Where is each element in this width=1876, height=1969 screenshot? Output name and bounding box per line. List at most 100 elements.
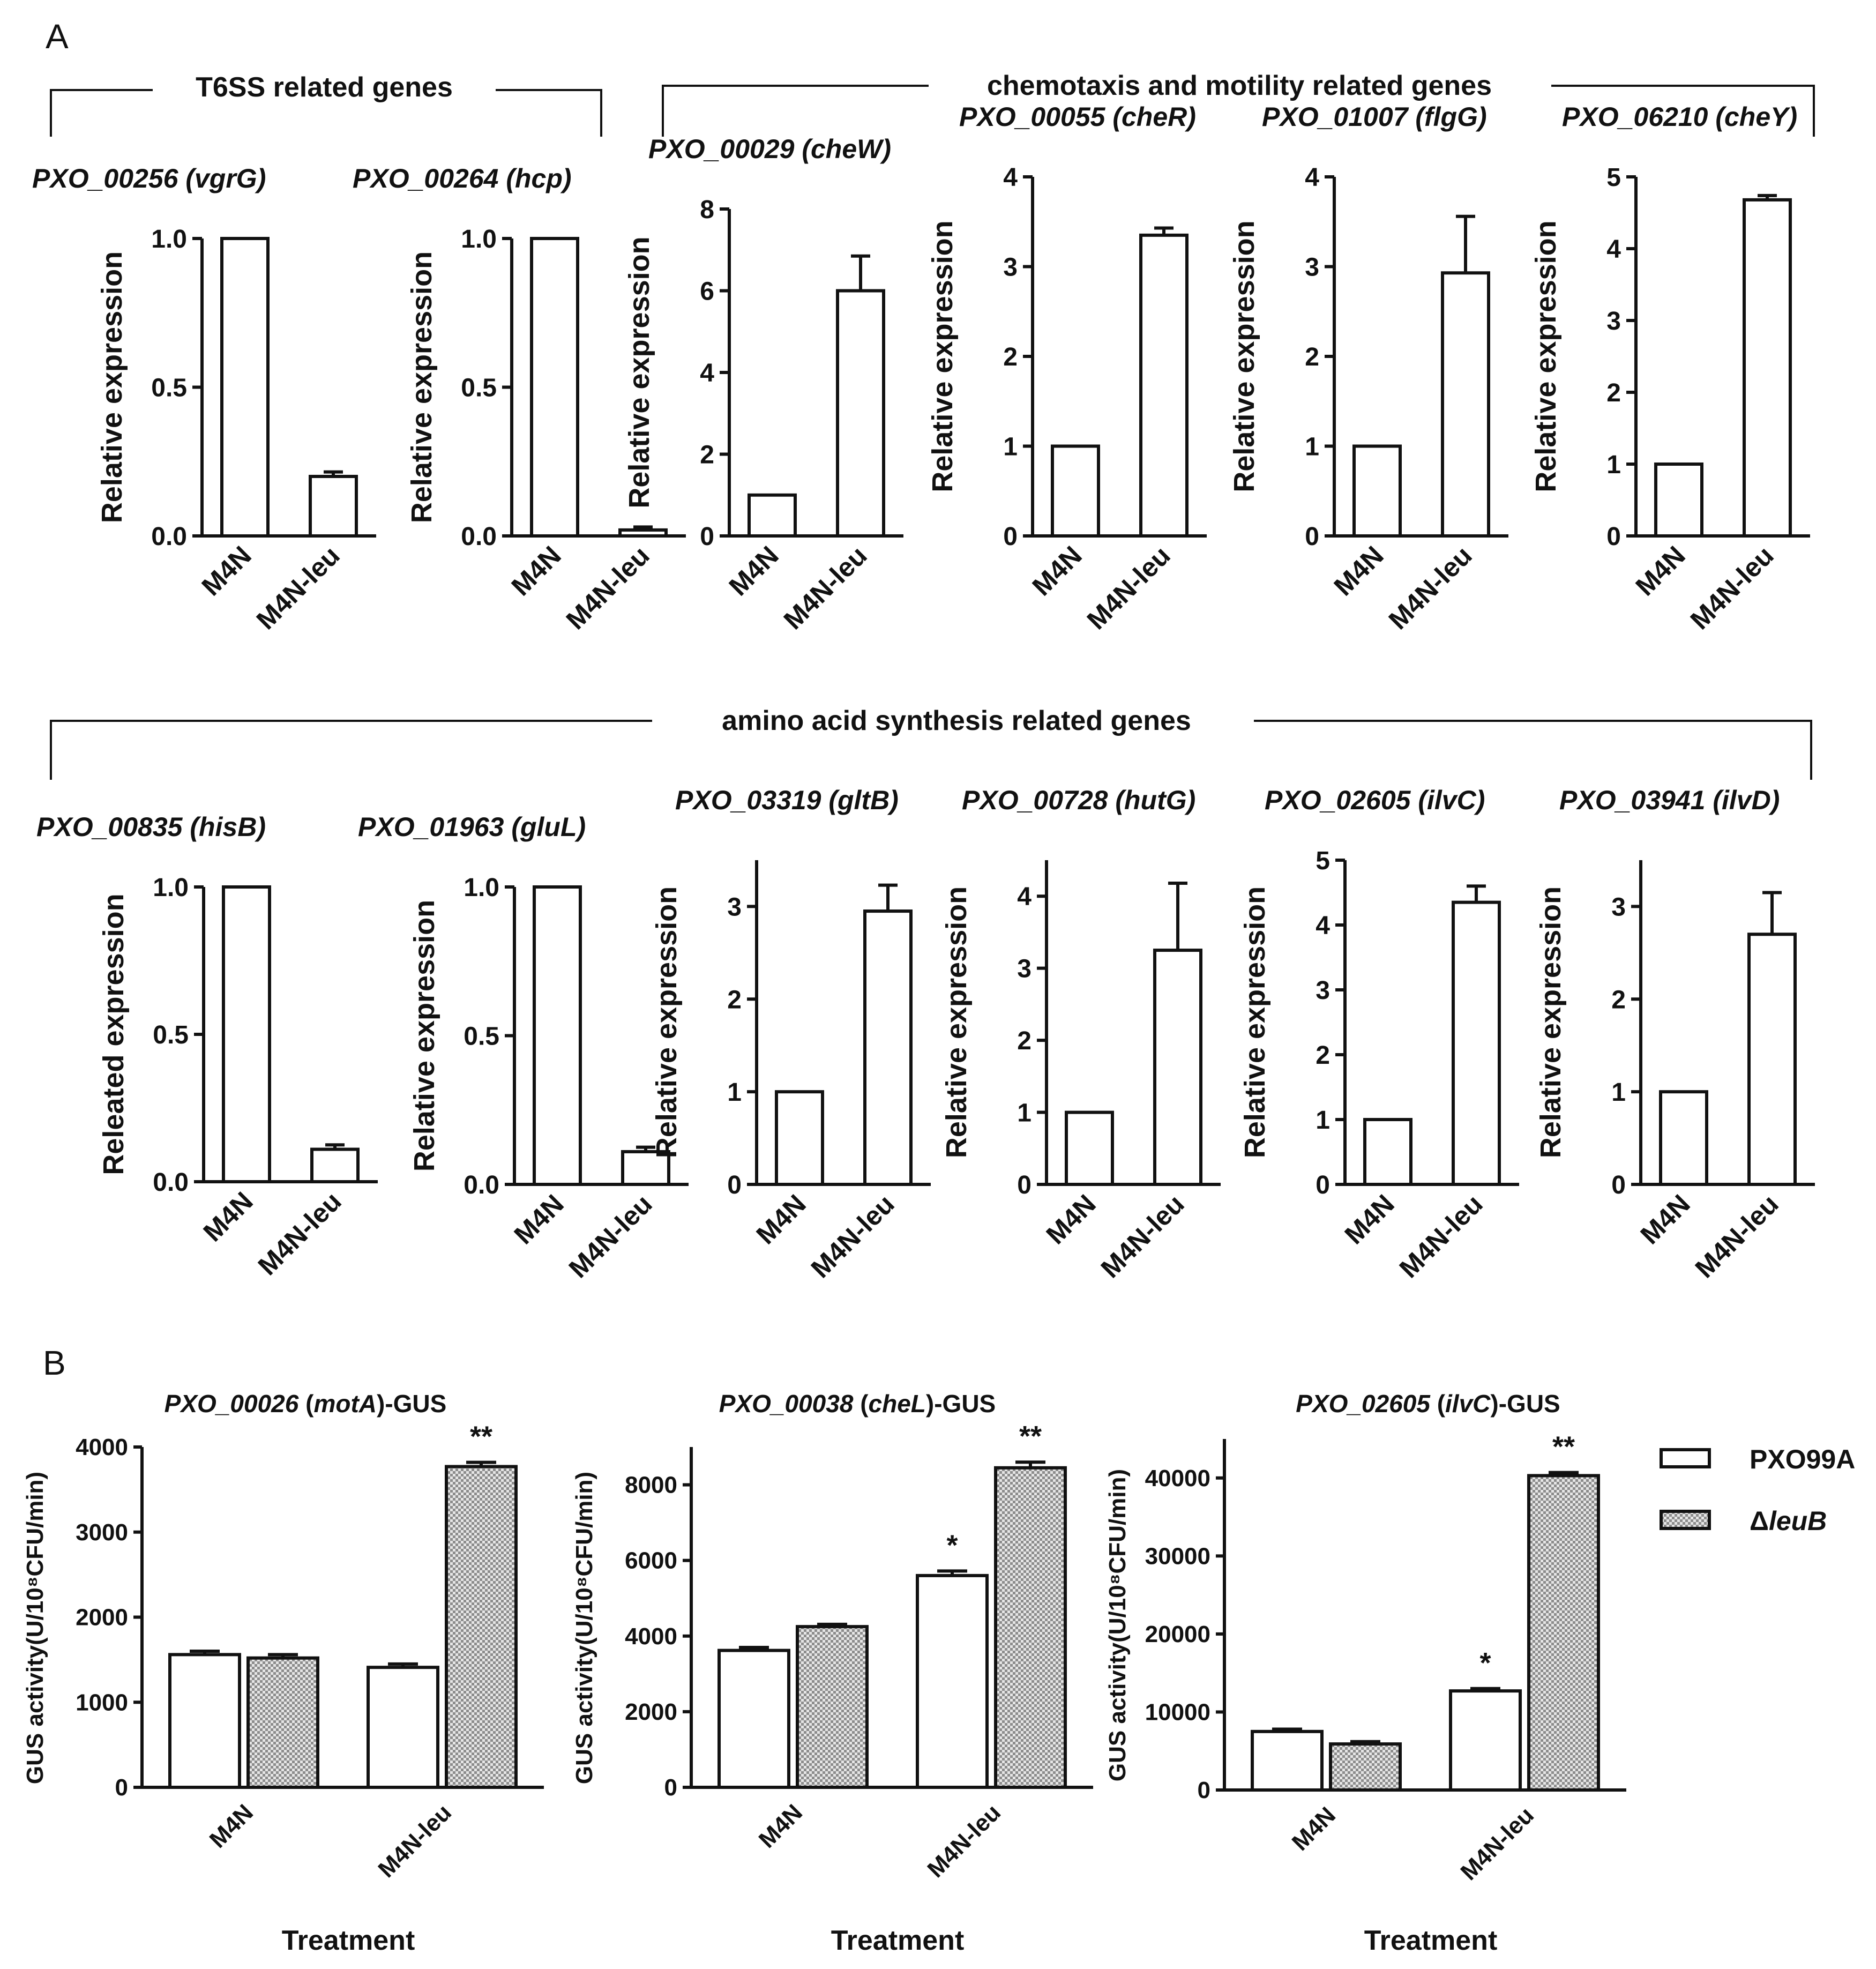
y-tick-label: 3 [1003, 253, 1018, 282]
bar-m4n [748, 493, 797, 538]
text-part [1708, 102, 1715, 132]
text-part: PXO_00835 [36, 812, 183, 842]
text-part [794, 134, 802, 164]
bar-m4n-leu [1743, 198, 1792, 538]
text-part: (flgG) [1415, 102, 1486, 132]
y-tick-label: 1 [727, 1078, 742, 1107]
y-tick-label: 3000 [76, 1519, 128, 1546]
y-axis-label: Relative expression [940, 886, 973, 1158]
chart-title: PXO_00835 (hisB) [36, 812, 266, 842]
group-label: T6SS related genes [196, 72, 453, 103]
y-tick-label: 1.0 [464, 874, 499, 902]
x-category-label: M4N-leu [373, 1799, 457, 1883]
y-axis-label: Relative expression [1535, 886, 1567, 1158]
text-part: PXO_00055 [959, 102, 1106, 132]
bar-chart-pxo_01963: PXO_01963 (gluL) 0.0 0.5 1.0 Relative expres… [358, 812, 689, 1284]
y-tick-label: 4000 [625, 1623, 677, 1650]
x-category-label: M4N [723, 540, 784, 601]
text-part: cheL [869, 1390, 926, 1418]
bar-pxo99a-m4n [168, 1653, 241, 1789]
group-label: amino acid synthesis related genes [722, 705, 1191, 736]
y-tick-label: 1 [1003, 433, 1018, 461]
text-part: (vgrG) [185, 163, 266, 193]
y-axis-label: Relative expression [1530, 220, 1562, 492]
x-category-label: M4N-leu [805, 1189, 900, 1284]
y-tick-label: 1000 [76, 1689, 128, 1716]
y-tick-label: 4000 [76, 1434, 128, 1460]
bar-leub-m4n-leu [445, 1465, 518, 1789]
significance-mark: * [946, 1529, 958, 1561]
panel-b-letter: B [43, 1344, 66, 1382]
y-tick-label: 1 [1316, 1106, 1330, 1135]
bar-leub-m4n-leu [994, 1466, 1067, 1789]
x-category-label: M4N-leu [1095, 1189, 1190, 1284]
text-part: PXO_00026 [165, 1390, 299, 1418]
y-tick-label: 0 [664, 1774, 677, 1801]
text-part: ilvC [1445, 1390, 1491, 1418]
y-axis-label: Relative expression [408, 900, 440, 1172]
y-tick-label: 1 [1017, 1099, 1032, 1128]
y-axis-label: Relative expression [96, 251, 128, 523]
y-tick-label: 5 [1316, 847, 1330, 875]
chart-title: PXO_01007 (flgG) [1262, 102, 1487, 132]
text-part: PXO_00038 [719, 1390, 854, 1418]
x-axis-title: Treatment [282, 1925, 415, 1956]
y-tick-label: 2 [1316, 1041, 1330, 1070]
y-tick-label: 0.0 [151, 523, 187, 551]
text-part: PXO_03319 [675, 785, 821, 815]
y-tick-label: 0 [1003, 523, 1018, 551]
significance-mark: ** [1552, 1431, 1575, 1463]
y-tick-label: 4 [1606, 235, 1621, 264]
bar-pxo99a-m4n-leu [1449, 1689, 1522, 1792]
bar-m4n-leu [1139, 233, 1189, 538]
text-part: PXO_00728 [962, 785, 1108, 815]
y-tick-label: 20000 [1145, 1621, 1210, 1647]
bar-chart-pxo_02605: PXO_02605 (ilvC) 0 1 2 3 4 5 Relative expressio… [1239, 785, 1519, 1284]
y-tick-label: 0.0 [153, 1168, 189, 1197]
y-tick-label: 0 [1305, 523, 1319, 551]
x-category-label: M4N-leu [560, 540, 655, 635]
x-category-label: M4N-leu [251, 540, 346, 635]
bar-m4n [533, 885, 582, 1186]
x-category-label: M4N-leu [1081, 540, 1176, 635]
y-tick-label: 0 [1316, 1171, 1330, 1199]
x-category-label: M4N-leu [1383, 540, 1478, 635]
x-category-label: M4N [196, 540, 257, 601]
group-label: chemotaxis and motility related genes [987, 70, 1492, 101]
text-part: (gltB) [828, 785, 899, 815]
bar-m4n [1363, 1118, 1412, 1186]
text-part: PXO_00264 [353, 163, 498, 193]
bracket-line [662, 85, 1815, 137]
y-tick-label: 8 [700, 196, 714, 224]
text-part: (ilvC) [1418, 785, 1485, 815]
text-part: (gluL) [511, 812, 586, 842]
text-part: (ilvD) [1713, 785, 1780, 815]
chart-title: PXO_01963 (gluL) [358, 812, 586, 842]
text-part: PXO_02605 [1265, 785, 1411, 815]
bar-pxo99a-m4n-leu [916, 1573, 989, 1789]
y-tick-label: 40000 [1145, 1465, 1210, 1491]
y-tick-label: 0 [1611, 1171, 1626, 1199]
y-tick-label: 0 [1017, 1171, 1032, 1199]
y-axis-label: GUS activity(U/10⁸CFU/min) [1104, 1469, 1131, 1781]
bar-m4n-leu [618, 528, 668, 538]
significance-mark: ** [1019, 1420, 1042, 1452]
x-category-label: M4N-leu [1394, 1189, 1489, 1284]
y-tick-label: 3 [727, 893, 742, 921]
bar-chart-pxo_00728: PXO_00728 (hutG) 0 1 2 3 4 Relative expression… [940, 785, 1221, 1284]
x-category-label: M4N-leu [252, 1186, 347, 1281]
panel-a-charts: PXO_00256 (vgrG) 0.0 0.5 1.0 Relative expres… [32, 102, 1815, 1284]
bar-chart-pxo_00029: PXO_00029 (cheW) 0 2 4 6 8 Relative expression… [623, 134, 903, 635]
bar-pxo99a-m4n-leu [367, 1666, 439, 1789]
bar-pxo99a-m4n [1251, 1729, 1324, 1792]
y-tick-label: 3 [1316, 976, 1330, 1005]
chart-title: PXO_06210 (cheY) [1562, 102, 1797, 132]
bar-m4n [1654, 463, 1703, 538]
x-category-label: M4N [1630, 540, 1691, 601]
significance-mark: * [1479, 1647, 1491, 1679]
y-tick-label: 0 [1198, 1777, 1210, 1803]
text-part: PXO_00029 [648, 134, 795, 164]
chart-title: PXO_02605 (ilvC) [1265, 785, 1485, 815]
y-tick-label: 0.5 [153, 1021, 189, 1049]
text-part [1108, 785, 1115, 815]
